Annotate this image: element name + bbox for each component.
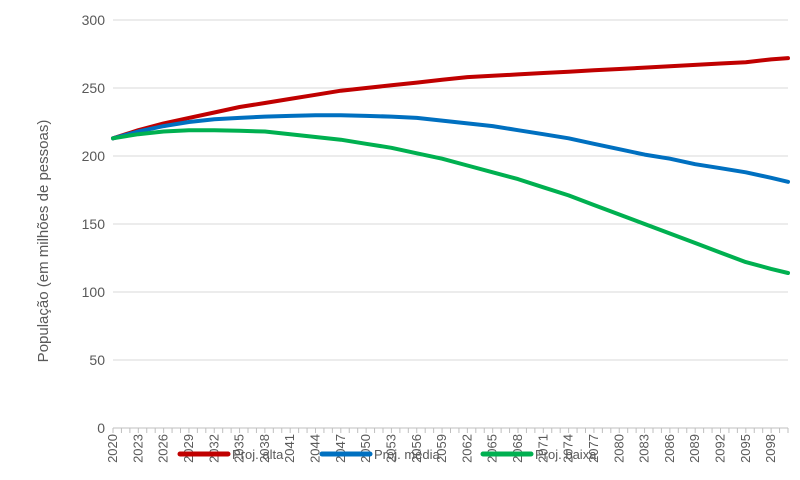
y-axis-label: População (em milhões de pessoas): [35, 120, 52, 363]
x-tick-label: 2077: [586, 434, 601, 463]
y-tick-labels: 0 50 100 150 200 250 300: [82, 12, 106, 436]
x-tick-label: 2050: [358, 434, 373, 463]
legend-label-3: Proj. baixa: [535, 447, 597, 462]
y-tick-label: 100: [82, 284, 106, 300]
legend-label-2: Proj. média: [374, 447, 441, 462]
x-tick-label: 2026: [156, 434, 171, 463]
x-tick-labels: 2020 2023 2026 2029 2032 2035 2038 2041 2044 2047…: [105, 434, 778, 463]
x-tick-label: 2056: [409, 434, 424, 463]
y-tick-label: 300: [82, 12, 106, 28]
y-tick-label: 50: [89, 352, 105, 368]
y-tick-label: 200: [82, 148, 106, 164]
x-tick-label: 2086: [662, 434, 677, 463]
gridlines: [113, 19, 788, 361]
series-line-2: [111, 113, 790, 184]
axes: [112, 427, 789, 433]
x-tick-label: 2035: [232, 434, 247, 463]
x-tick-label: 2092: [713, 434, 728, 463]
x-tick-label: 2089: [687, 434, 702, 463]
x-tick-label: 2074: [561, 434, 576, 463]
x-tick-label: 2044: [308, 434, 323, 463]
legend: Proj. alta Proj. média Proj. baixa: [177, 447, 597, 462]
x-tick-label: 2047: [333, 434, 348, 463]
x-tick-label: 2041: [282, 434, 297, 463]
x-tick-label: 2080: [611, 434, 626, 463]
x-tick-label: 2065: [485, 434, 500, 463]
x-tick-label: 2023: [130, 434, 145, 463]
x-tick-label: 2083: [637, 434, 652, 463]
x-tick-label: 2062: [459, 434, 474, 463]
x-tick-label: 2068: [510, 434, 525, 463]
x-tick-label: 2095: [738, 434, 753, 463]
legend-label-1: Proj. alta: [232, 447, 284, 462]
x-tick-label: 2071: [535, 434, 550, 463]
x-tick-label: 2029: [181, 434, 196, 463]
series-lines: [111, 56, 790, 275]
x-tick-label: 2059: [434, 434, 449, 463]
series-line-3: [111, 128, 790, 275]
x-tick-label: 2038: [257, 434, 272, 463]
x-tick-label: 2098: [763, 434, 778, 463]
x-tick-label: 2053: [383, 434, 398, 463]
series-line-1: [111, 56, 790, 141]
y-tick-label: 250: [82, 80, 106, 96]
x-tick-label: 2032: [206, 434, 221, 463]
y-tick-label: 0: [97, 420, 105, 436]
y-tick-label: 150: [82, 216, 106, 232]
x-tick-label: 2020: [105, 434, 120, 463]
